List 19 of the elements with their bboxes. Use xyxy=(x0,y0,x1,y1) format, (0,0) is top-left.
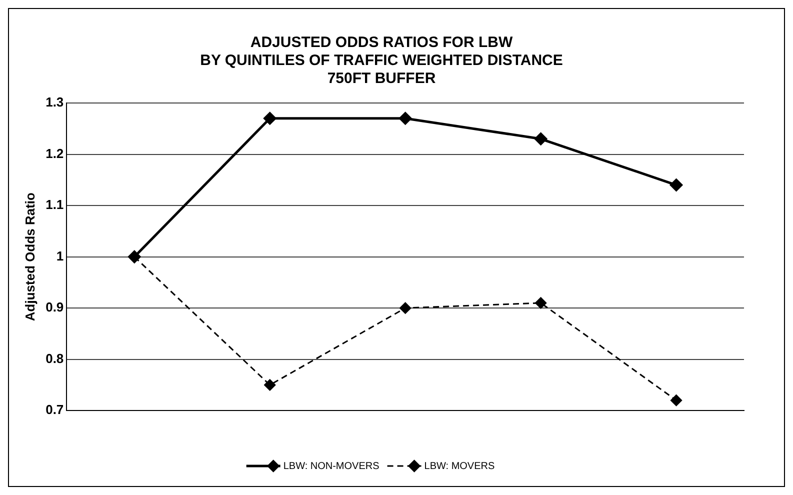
point xyxy=(264,112,276,125)
chart-title: ADJUSTED ODDS RATIOS FOR LBW BY QUINTILES OF TRAFFIC WEIGHTED DISTANCE 750FT BUFFER xyxy=(200,34,563,88)
point xyxy=(534,132,548,146)
point xyxy=(399,112,412,125)
y-tick-label: 0.7 xyxy=(46,402,64,418)
y-tick-label: 1.1 xyxy=(46,197,64,212)
point xyxy=(264,379,276,391)
legend-label: LBW: NON-MOVERS xyxy=(283,460,380,472)
point xyxy=(400,302,412,314)
y-tick-label: 0.9 xyxy=(46,300,64,315)
y-axis-title: Adjusted Odds Ratio xyxy=(22,192,38,322)
point xyxy=(670,178,683,192)
point xyxy=(670,394,682,406)
legend-label: LBW: MOVERS xyxy=(424,460,495,472)
y-tick-label: 1.3 xyxy=(46,94,64,110)
y-tick-label: 1 xyxy=(56,248,64,264)
y-tick-label: 1.2 xyxy=(46,146,64,161)
point xyxy=(535,297,547,309)
y-tick-label: 0.8 xyxy=(46,350,64,366)
